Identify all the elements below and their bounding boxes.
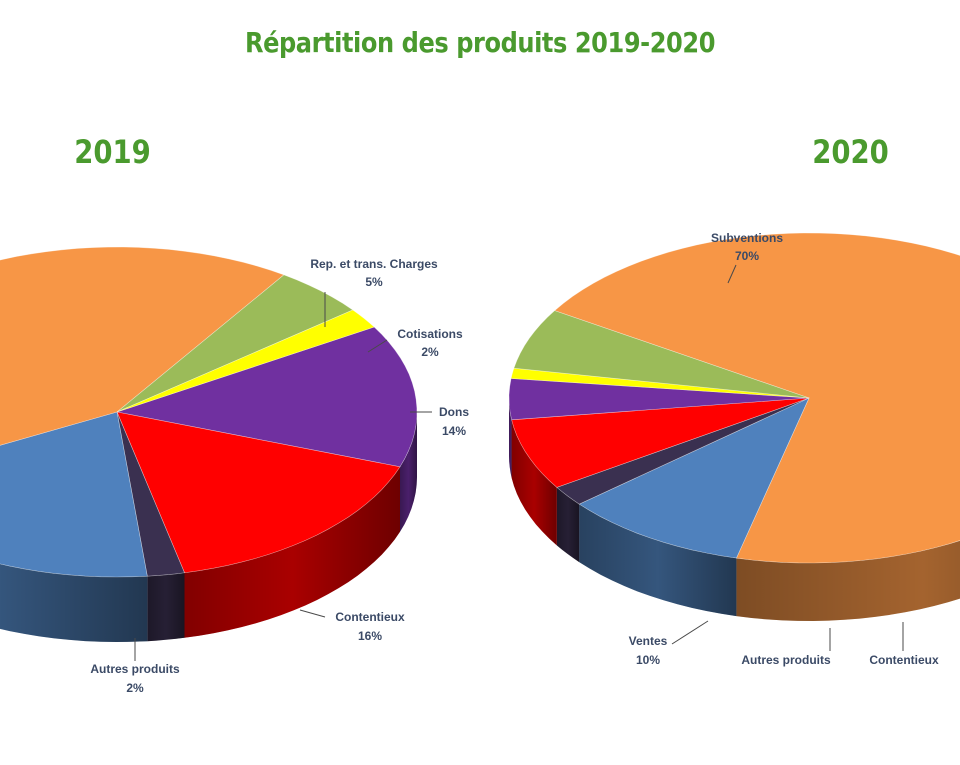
pie-2019-side-shade-dons [400,412,417,532]
pie-2020-labels: Subventions 70% Ventes 10% Autres produi… [629,231,939,667]
pie-2019-slice-contentieux [116,411,401,574]
label-contentieux-2019: Contentieux [335,610,405,624]
label-dons-2019: Dons [439,405,469,419]
value-rep-2019: 5% [365,275,383,289]
pie-2020-side-shade-subventions [736,540,960,621]
pie-2020-slice-ventes [578,397,810,559]
pie-2019-labels: Rep. et trans. Charges 5% Cotisations 2%… [90,257,469,695]
pie-2019-slice-dons [115,326,418,468]
leader-ventes-2020 [671,620,709,645]
chart-title: Répartition des produits 2019-2020 [244,26,716,59]
value-autres-2019: 2% [126,681,144,695]
pie-2020-slice-dons [508,378,810,421]
pie-2019-slice-rep-et-trans-charges [116,274,354,413]
leader-subventions-2020 [727,264,737,284]
pie-2020-slice-rep-et-trans-charges [513,310,810,399]
pie-2020 [508,232,960,621]
pie-2019 [0,246,418,642]
pie-2020-side-shade-contentieux [511,419,557,546]
pie-2019-side-shade-autres-produits [147,572,185,642]
pie-2019-slice-subventions [0,246,285,446]
pie-2019-slice-cotisations [116,309,375,413]
value-subventions-2020: 70% [735,249,759,263]
label-autres-2019: Autres produits [90,662,180,676]
pie-2020-side-shade-autres-produits [556,487,580,563]
label-subventions-2020: Subventions [711,231,783,245]
label-cotisations-2019: Cotisations [397,327,463,341]
value-dons-2019: 14% [442,424,466,438]
pie-2020-slice-contentieux [511,397,810,488]
label-autres-2020: Autres produits [741,653,831,667]
pie-2019-leaders [134,292,432,661]
value-contentieux-2019: 16% [358,629,382,643]
value-ventes-2020: 10% [636,653,660,667]
pie-2019-side-shade-contentieux [184,466,400,638]
value-cotisations-2019: 2% [421,345,439,359]
pie-2020-slice-subventions [553,232,960,564]
pie-2020-leaders [671,264,904,651]
label-contentieux-2020: Contentieux [869,653,939,667]
label-rep-2019: Rep. et trans. Charges [310,257,438,271]
pie-2019-side-shade-ventes [0,563,148,642]
leader-contentieux-2019 [299,609,326,618]
label-ventes-2020: Ventes [629,634,668,648]
pie-2020-title: 2020 [812,133,889,171]
leader-cotisations-2019 [367,339,388,353]
pie-2019-title: 2019 [74,133,151,171]
pie-2019-slice-ventes [0,411,148,578]
pie-2020-side-shade-ventes [579,504,737,617]
